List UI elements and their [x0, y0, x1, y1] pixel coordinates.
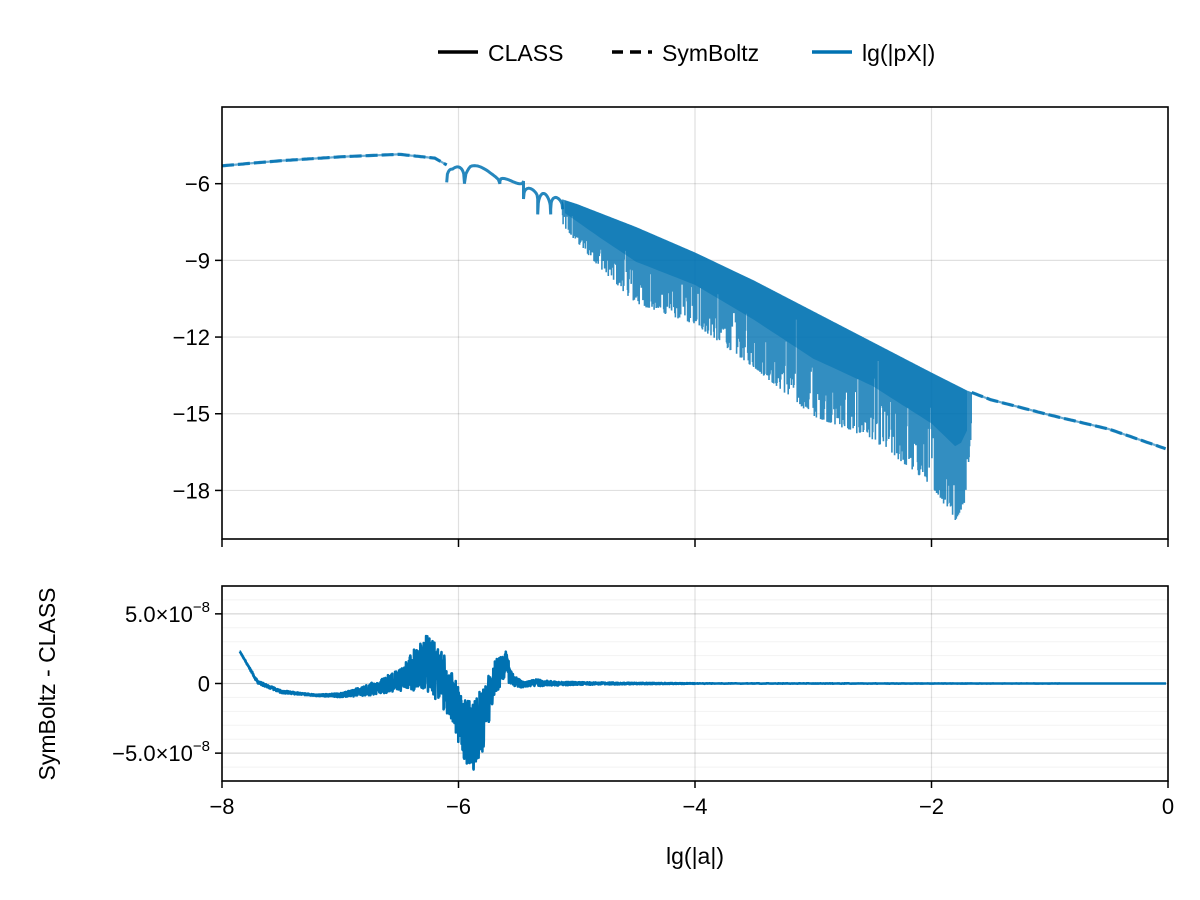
- legend-label-symboltz: SymBoltz: [662, 40, 759, 66]
- top-y-tick-label-4: −18: [173, 478, 210, 503]
- top-y-tick-label-1: −9: [185, 248, 210, 273]
- bottom-ticks: −8 −6 −4 −2 0 5.0×10−8 0 −5.0×10−8: [112, 599, 1174, 819]
- top-series-band-fill: [564, 200, 967, 447]
- x-axis-label: lg(|a|): [666, 843, 724, 869]
- legend-label-pX: lg(|pX|): [862, 40, 935, 66]
- bottom-y-tick-label-1: 0: [198, 672, 210, 697]
- bottom-y-tick-label-0: 5.0×10−8: [125, 599, 210, 627]
- top-panel: −6 −9 −12 −15 −18: [173, 106, 1169, 547]
- bottom-grid: [221, 585, 1169, 782]
- top-series-arches: [445, 164, 565, 215]
- bottom-panel: −8 −6 −4 −2 0 5.0×10−8 0 −5.0×10−8: [112, 585, 1174, 819]
- top-series-line-early-solid: [221, 153, 448, 167]
- top-y-tick-label-3: −15: [173, 402, 210, 427]
- bottom-x-tick-label-4: 0: [1162, 794, 1174, 819]
- y-axis-label-bottom: SymBoltz - CLASS: [34, 588, 60, 781]
- bottom-x-tick-label-2: −4: [682, 794, 707, 819]
- top-y-tick-label-0: −6: [185, 172, 210, 197]
- top-series: [221, 152, 1167, 520]
- legend: CLASS SymBoltz lg(|pX|): [438, 40, 935, 66]
- top-ticks: −6 −9 −12 −15 −18: [173, 172, 1169, 547]
- bottom-y-tick-label-2: −5.0×10−8: [112, 738, 210, 766]
- bottom-x-tick-label-1: −6: [446, 794, 471, 819]
- top-grid: [221, 107, 1169, 539]
- bottom-series: [238, 634, 1168, 771]
- top-y-tick-label-2: −12: [173, 325, 210, 350]
- bottom-x-tick-label-0: −8: [209, 794, 234, 819]
- bottom-series-line: [238, 634, 1168, 771]
- legend-label-class: CLASS: [488, 40, 563, 66]
- top-series-line-late-solid: [971, 391, 1166, 450]
- bottom-x-tick-label-3: −2: [919, 794, 944, 819]
